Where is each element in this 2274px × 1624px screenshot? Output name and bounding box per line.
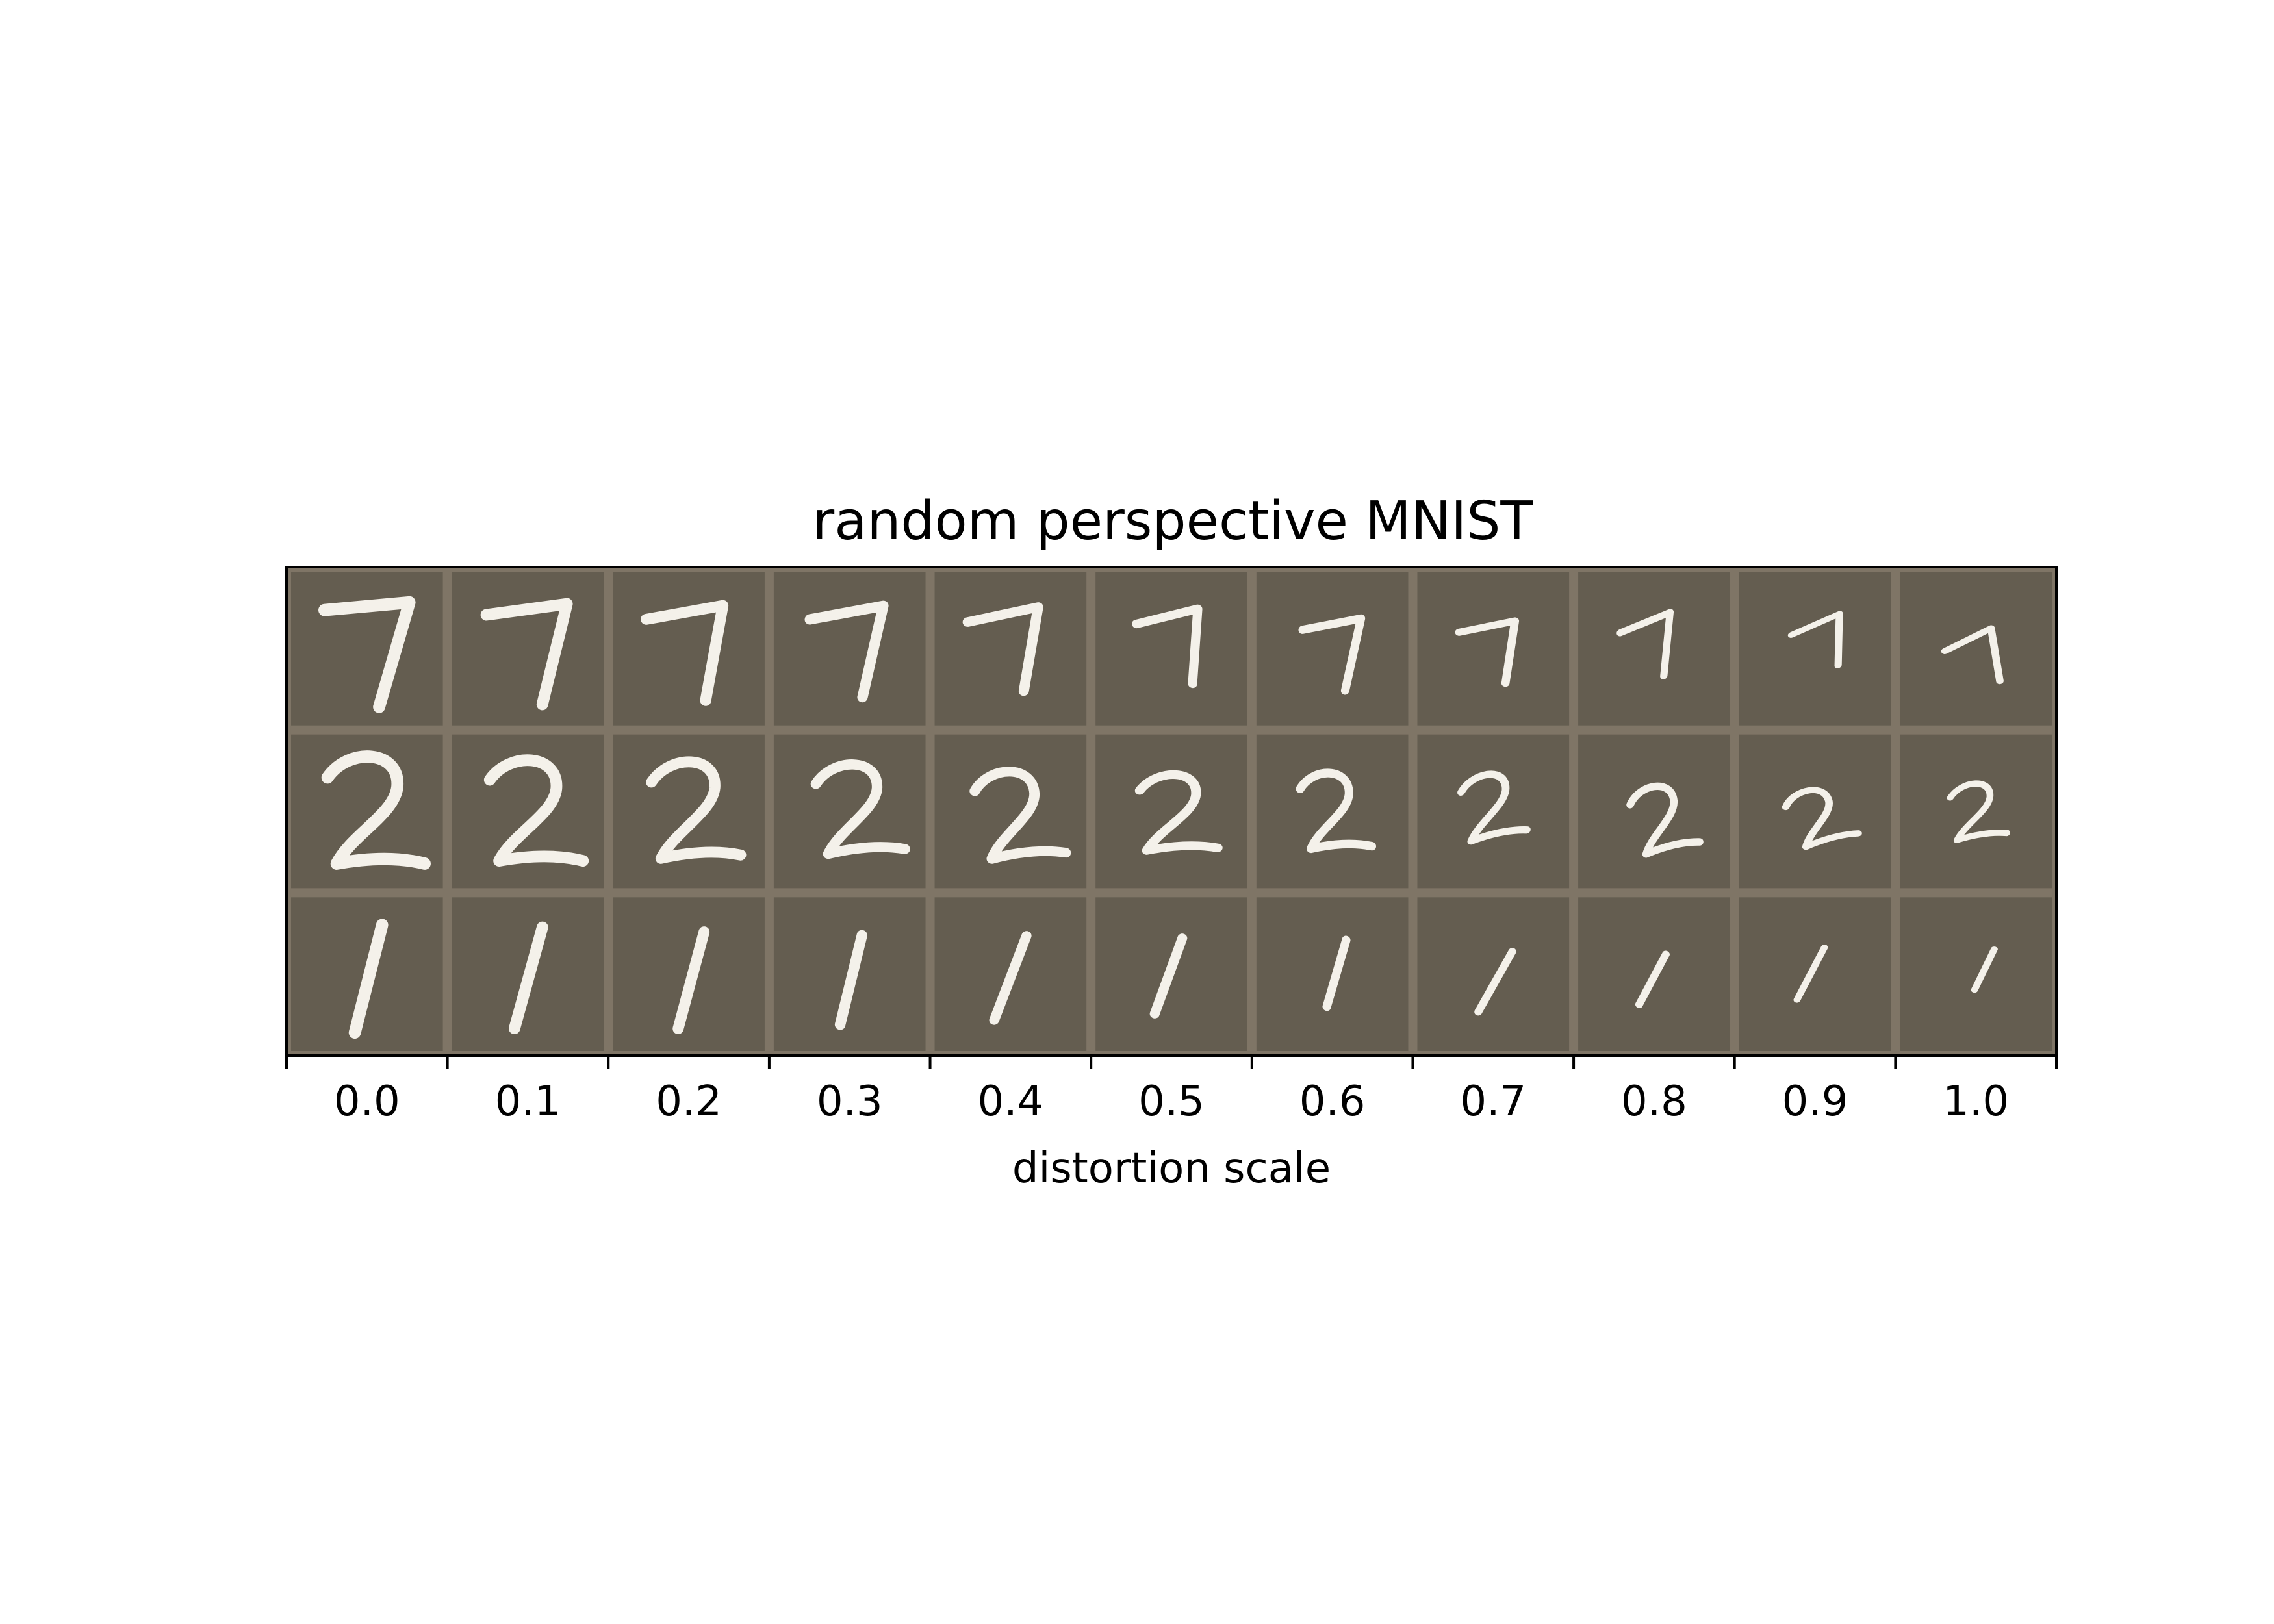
axes-frame <box>285 566 2058 1057</box>
grid-cell-one-1.0 <box>1900 897 2052 1051</box>
digit-two-0.3 <box>810 759 910 859</box>
digit-two-0.2 <box>646 756 747 864</box>
digit-two-0.0 <box>321 750 431 870</box>
digit-seven-0.2 <box>641 600 729 706</box>
grid-cell-two-0.8 <box>1578 734 1730 889</box>
digit-two-0.9 <box>1782 787 1862 850</box>
digit-two-0.1 <box>483 754 589 867</box>
tick-label-0.9: 0.9 <box>1782 1078 1848 1126</box>
grid-cell-seven-0.1 <box>452 572 604 726</box>
digit-one-0.4 <box>989 931 1032 1025</box>
grid-cell-seven-0.8 <box>1578 572 1730 726</box>
grid-cell-two-0.3 <box>773 734 926 889</box>
tick-label-0.2: 0.2 <box>656 1078 722 1126</box>
tick-label-0.0: 0.0 <box>334 1078 400 1126</box>
digit-seven-0.7 <box>1455 617 1520 687</box>
chart-title: random perspective MNIST <box>812 490 1533 552</box>
grid-cell-seven-0.7 <box>1417 572 1570 726</box>
digit-one-0.6 <box>1322 935 1351 1011</box>
digit-two-1.0 <box>1947 780 2010 843</box>
digit-two-0.4 <box>969 767 1071 864</box>
digit-two-0.6 <box>1296 768 1377 854</box>
digit-one-0.7 <box>1474 948 1516 1016</box>
digit-seven-0.9 <box>1787 611 1843 668</box>
digit-seven-0.5 <box>1132 604 1203 689</box>
grid-cell-one-0.7 <box>1417 897 1570 1051</box>
grid-cell-seven-0.9 <box>1739 572 1891 726</box>
tick-label-0.8: 0.8 <box>1621 1078 1687 1126</box>
tick-label-0.6: 0.6 <box>1299 1078 1366 1126</box>
tick-label-0.7: 0.7 <box>1460 1078 1526 1126</box>
grid-cell-seven-0.5 <box>1095 572 1247 726</box>
digit-one-0.8 <box>1635 950 1670 1008</box>
grid-cell-seven-0.4 <box>934 572 1087 726</box>
digit-one-0.0 <box>348 919 389 1039</box>
tick-label-0.5: 0.5 <box>1138 1078 1205 1126</box>
tick-label-0.1: 0.1 <box>495 1078 561 1126</box>
digit-seven-0.8 <box>1616 609 1674 679</box>
tick-label-0.3: 0.3 <box>817 1078 883 1126</box>
digit-one-0.9 <box>1793 945 1828 1003</box>
digit-seven-0.4 <box>962 602 1043 696</box>
digit-two-0.8 <box>1626 782 1704 858</box>
digit-seven-0.0 <box>318 596 416 713</box>
digit-one-0.3 <box>834 930 867 1030</box>
grid-cell-seven-0.6 <box>1256 572 1409 726</box>
grid-cell-seven-1.0 <box>1900 572 2052 726</box>
digit-seven-0.3 <box>804 600 889 703</box>
grid-cell-one-0.9 <box>1739 897 1891 1051</box>
digit-one-0.2 <box>672 926 710 1035</box>
image-grid <box>287 567 2056 1056</box>
grid-cell-seven-0.3 <box>773 572 926 726</box>
digit-one-0.5 <box>1149 933 1188 1019</box>
digit-one-0.1 <box>509 921 548 1035</box>
grid-cell-two-0.5 <box>1095 734 1247 889</box>
digit-two-0.7 <box>1457 770 1531 845</box>
digit-one-1.0 <box>1971 946 1998 993</box>
grid-cell-two-0.9 <box>1739 734 1891 889</box>
x-axis-ticks: 0.0 0.1 0.2 0.3 0.4 0.5 0.6 0.7 0.8 0.9 1.0 <box>285 1056 2058 1126</box>
digit-two-0.5 <box>1134 770 1223 855</box>
x-axis-label: distortion scale <box>1012 1145 1331 1193</box>
grid-cell-two-0.4 <box>934 734 1087 889</box>
grid-cell-seven-0.2 <box>613 572 765 726</box>
grid-cell-two-1.0 <box>1900 734 2052 889</box>
grid-cell-two-0.6 <box>1256 734 1409 889</box>
digit-seven-1.0 <box>1941 625 2004 685</box>
grid-cell-seven-0.0 <box>291 572 443 726</box>
digit-seven-0.6 <box>1298 614 1366 695</box>
tick-label-1.0: 1.0 <box>1943 1078 2009 1126</box>
tick-label-0.4: 0.4 <box>977 1078 1043 1126</box>
digit-seven-0.1 <box>480 598 573 711</box>
